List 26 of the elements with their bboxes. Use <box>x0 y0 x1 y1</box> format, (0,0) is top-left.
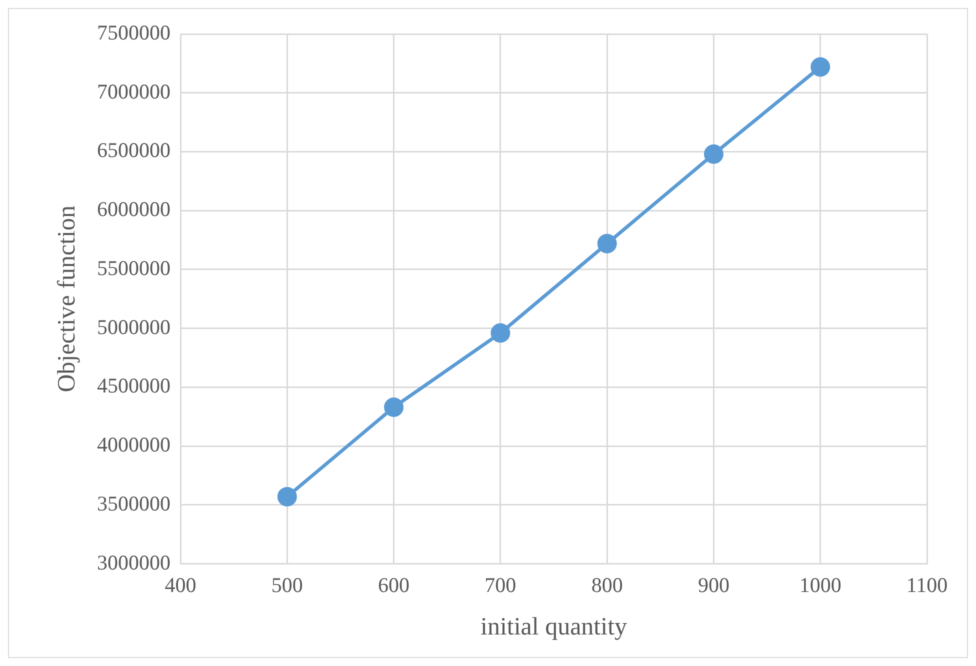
y-tick-label: 4500000 <box>97 374 170 398</box>
x-tick-label: 600 <box>378 572 410 597</box>
y-tick-label: 4000000 <box>97 432 170 457</box>
point <box>597 234 617 254</box>
x-tick-label: 700 <box>484 572 516 597</box>
y-tick-label: 3500000 <box>97 491 170 516</box>
y-axis-title: Objective function <box>54 205 81 392</box>
point <box>277 486 297 506</box>
y-tick-label: 5000000 <box>97 314 170 339</box>
x-axis-title: initial quantity <box>480 614 628 641</box>
x-tick-label: 900 <box>698 572 730 597</box>
x-tick-label: 1000 <box>799 572 842 597</box>
y-tick-label: 6500000 <box>97 138 170 162</box>
y-tick-label: 7000000 <box>97 79 170 104</box>
point <box>704 144 724 164</box>
x-tick-label: 1100 <box>906 572 948 597</box>
point <box>810 57 830 77</box>
point <box>490 323 510 343</box>
y-tick-label: 7500000 <box>97 20 170 45</box>
y-tick-label: 6000000 <box>97 197 170 222</box>
point <box>384 397 404 417</box>
x-tick-label: 500 <box>271 572 303 597</box>
x-tick-label: 400 <box>164 572 196 597</box>
x-tick-label: 800 <box>591 572 623 597</box>
y-tick-label: 5500000 <box>97 256 170 280</box>
y-tick-label: 3000000 <box>97 550 170 574</box>
